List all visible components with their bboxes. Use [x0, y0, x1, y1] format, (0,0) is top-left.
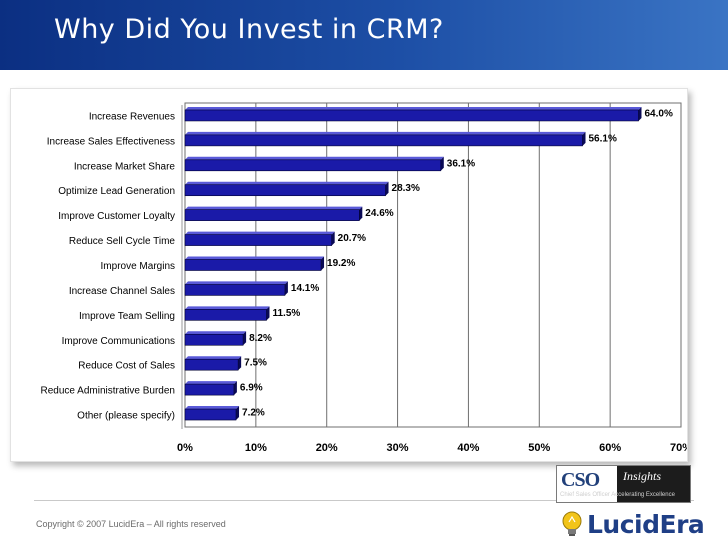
bar	[184, 234, 332, 246]
bar-side	[236, 406, 240, 421]
bar-side	[238, 356, 242, 371]
bar-side	[582, 131, 586, 146]
x-tick-label: 0%	[177, 442, 193, 454]
data-label: 11.5%	[272, 308, 300, 319]
bar	[184, 134, 583, 147]
slide-title: Why Did You Invest in CRM?	[54, 14, 444, 45]
data-label: 6.9%	[240, 383, 263, 394]
bar-top	[185, 206, 363, 210]
bar-chart: 0% 10% 20% 30% 40% 50% 60% 70% Increase Revenues…	[40, 102, 687, 454]
bar-top	[185, 406, 240, 410]
bar-side	[359, 206, 363, 221]
bar	[184, 184, 386, 197]
data-label: 24.6%	[365, 208, 393, 219]
bar-side	[385, 181, 389, 196]
data-label: 8.2%	[249, 333, 272, 344]
bar-side	[440, 156, 444, 171]
bar-top	[185, 231, 335, 235]
footer-divider	[34, 500, 694, 501]
bar-top	[185, 381, 237, 385]
lucidera-brand-text: LucidEra	[587, 510, 705, 539]
x-tick-label: 70%	[670, 442, 687, 454]
data-label: 36.1%	[447, 158, 475, 169]
data-label: 56.1%	[589, 133, 617, 144]
x-tick-label: 40%	[457, 442, 479, 454]
lightbulb-icon	[562, 511, 582, 536]
copyright-text: Copyright © 2007 LucidEra – All rights r…	[36, 519, 226, 529]
x-tick-label: 20%	[316, 442, 338, 454]
bar-top	[185, 181, 389, 185]
data-label: 14.1%	[291, 283, 319, 294]
category-label: Improve Margins	[101, 261, 175, 272]
category-label: Other (please specify)	[77, 411, 175, 422]
x-tick-label: 30%	[387, 442, 409, 454]
data-label: 28.3%	[392, 183, 420, 194]
bar	[184, 259, 322, 271]
category-label: Improve Communications	[62, 336, 175, 347]
category-label: Reduce Cost of Sales	[78, 361, 175, 372]
bar-side	[233, 381, 237, 396]
bar	[184, 284, 286, 296]
bar-side	[243, 331, 247, 346]
bar-top	[185, 106, 642, 110]
chart-panel: 0% 10% 20% 30% 40% 50% 60% 70% Increase Revenues…	[10, 88, 688, 462]
cso-insights-text: Insights	[623, 469, 662, 483]
bar	[184, 159, 442, 172]
data-label: 7.2%	[242, 408, 265, 419]
bar	[184, 358, 239, 371]
bar	[184, 383, 235, 396]
category-label: Reduce Administrative Burden	[40, 386, 175, 397]
category-label: Optimize Lead Generation	[58, 186, 175, 197]
cso-tagline: Chief Sales Officer Accelerating Excelle…	[560, 492, 675, 498]
data-label: 7.5%	[244, 358, 267, 369]
cso-insights-logo: CSO Insights Chief Sales Officer Acceler…	[556, 465, 691, 503]
data-label: 64.0%	[644, 108, 672, 119]
title-bar: Why Did You Invest in CRM?	[0, 0, 728, 70]
bar-top	[185, 156, 444, 160]
bar-side	[321, 256, 325, 271]
bar	[184, 333, 244, 346]
x-tick-label: 50%	[528, 442, 550, 454]
category-label: Increase Revenues	[89, 111, 175, 122]
cso-logo-box: CSO	[557, 466, 617, 502]
bar-side	[638, 106, 642, 121]
data-label: 20.7%	[338, 233, 366, 244]
category-label: Increase Sales Effectiveness	[47, 136, 175, 147]
bar	[184, 209, 360, 221]
category-label: Increase Market Share	[74, 161, 176, 172]
category-label: Reduce Sell Cycle Time	[69, 236, 176, 247]
data-label: 19.2%	[327, 258, 355, 269]
bar-top	[185, 131, 586, 135]
bar-side	[331, 231, 335, 246]
lucidera-logo: LucidEra	[557, 508, 705, 542]
x-tick-label: 60%	[599, 442, 621, 454]
cso-logo-text: CSO	[561, 469, 600, 491]
bar-top	[185, 306, 270, 310]
bar	[184, 408, 237, 421]
x-tick-label: 10%	[245, 442, 267, 454]
bar-side	[266, 306, 270, 321]
category-label: Improve Customer Loyalty	[58, 211, 175, 222]
bar	[184, 309, 267, 321]
category-label: Improve Team Selling	[79, 311, 175, 322]
bar-top	[185, 356, 242, 360]
bar-top	[185, 331, 247, 335]
bar-side	[284, 281, 288, 296]
bar-top	[185, 256, 325, 260]
bar-top	[185, 281, 288, 285]
category-label: Increase Channel Sales	[69, 286, 175, 297]
bar	[184, 109, 639, 122]
